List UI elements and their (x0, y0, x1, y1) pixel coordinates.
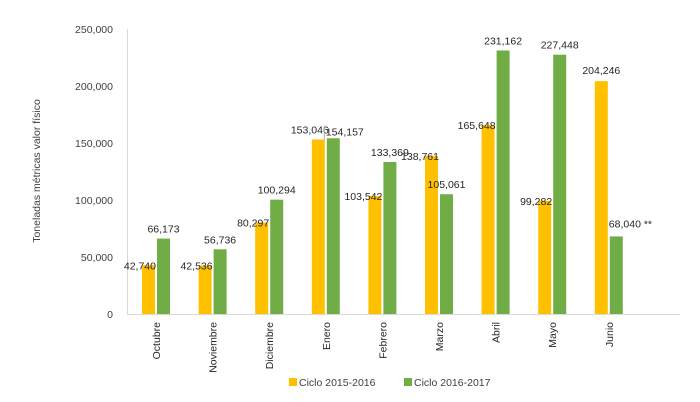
data-label: 80,297 (237, 217, 269, 229)
data-label: 42,536 (180, 261, 212, 273)
bar-ciclo-2015-2016 (142, 265, 155, 314)
bar-ciclo-2016-2017 (270, 199, 284, 314)
legend-label: Ciclo 2015-2016 (299, 377, 376, 389)
bar-ciclo-2015-2016 (255, 222, 269, 314)
data-label: 100,294 (258, 185, 296, 197)
data-label: 227,448 (541, 40, 579, 52)
bar-ciclo-2015-2016 (311, 139, 325, 314)
bar-ciclo-2016-2017 (496, 50, 510, 315)
category-label: Octubre (151, 322, 163, 360)
bar-ciclo-2015-2016 (594, 81, 608, 314)
bar-ciclo-2015-2016 (368, 195, 382, 314)
category-label: Noviembre (208, 322, 220, 373)
category-labels: Octubre Noviembre Diciembre Enero Febrero Mar… (151, 322, 616, 373)
y-tick-label: 250,000 (75, 24, 113, 36)
y-tick-label: 0 (107, 309, 113, 321)
data-label: 42,740 (124, 260, 156, 272)
bar-ciclo-2015-2016 (538, 200, 552, 314)
y-axis-title-group: Toneladas métricas valor físico (31, 99, 43, 243)
category-label: Diciembre (264, 322, 276, 369)
data-label: 133,369 (371, 147, 409, 159)
data-label: 56,736 (204, 234, 236, 246)
bar-ciclo-2016-2017 (609, 236, 623, 314)
legend: Ciclo 2015-2016 Ciclo 2016-2017 (289, 377, 491, 389)
data-label: 99,282 (520, 196, 552, 208)
y-axis-title: Toneladas métricas valor físico (31, 99, 43, 243)
bar-ciclo-2015-2016 (481, 125, 495, 314)
y-tick-label: 150,000 (75, 138, 113, 150)
legend-label: Ciclo 2016-2017 (414, 377, 491, 389)
bar-ciclo-2015-2016 (198, 265, 212, 314)
data-label: 66,173 (147, 224, 179, 236)
legend-swatch (404, 378, 412, 386)
y-tick-label: 50,000 (81, 252, 113, 264)
y-tick-label: 200,000 (75, 81, 113, 93)
bar-ciclo-2016-2017 (553, 54, 567, 314)
legend-swatch (289, 378, 297, 386)
data-label: 165,648 (458, 120, 496, 132)
category-label: Febrero (377, 322, 389, 359)
bar-ciclo-2016-2017 (213, 249, 227, 314)
y-tick-label: 100,000 (75, 195, 113, 207)
data-label: 105,061 (428, 179, 466, 191)
data-label: 138,761 (401, 151, 439, 163)
bar-ciclo-2016-2017 (326, 138, 340, 314)
bar-ciclo-2015-2016 (425, 155, 438, 314)
bars (142, 50, 623, 315)
data-label: 204,246 (582, 65, 620, 77)
data-label: 154,157 (326, 126, 364, 138)
category-label: Mayo (547, 322, 559, 348)
bar-ciclo-2016-2017 (383, 161, 397, 314)
y-tick-labels: 0 50,000 100,000 150,000 200,000 250,000 (75, 24, 113, 321)
category-label: Enero (321, 322, 333, 350)
bar-ciclo-2016-2017 (157, 238, 170, 314)
category-label: Abril (491, 322, 503, 343)
bar-ciclo-2016-2017 (440, 194, 453, 314)
data-label: 231,162 (484, 35, 522, 47)
category-label: Marzo (434, 322, 446, 351)
data-label: 153,046 (291, 125, 329, 137)
data-label: 103,542 (344, 191, 382, 203)
data-label: 68,040 ** (609, 218, 652, 230)
category-label: Junio (604, 322, 616, 347)
